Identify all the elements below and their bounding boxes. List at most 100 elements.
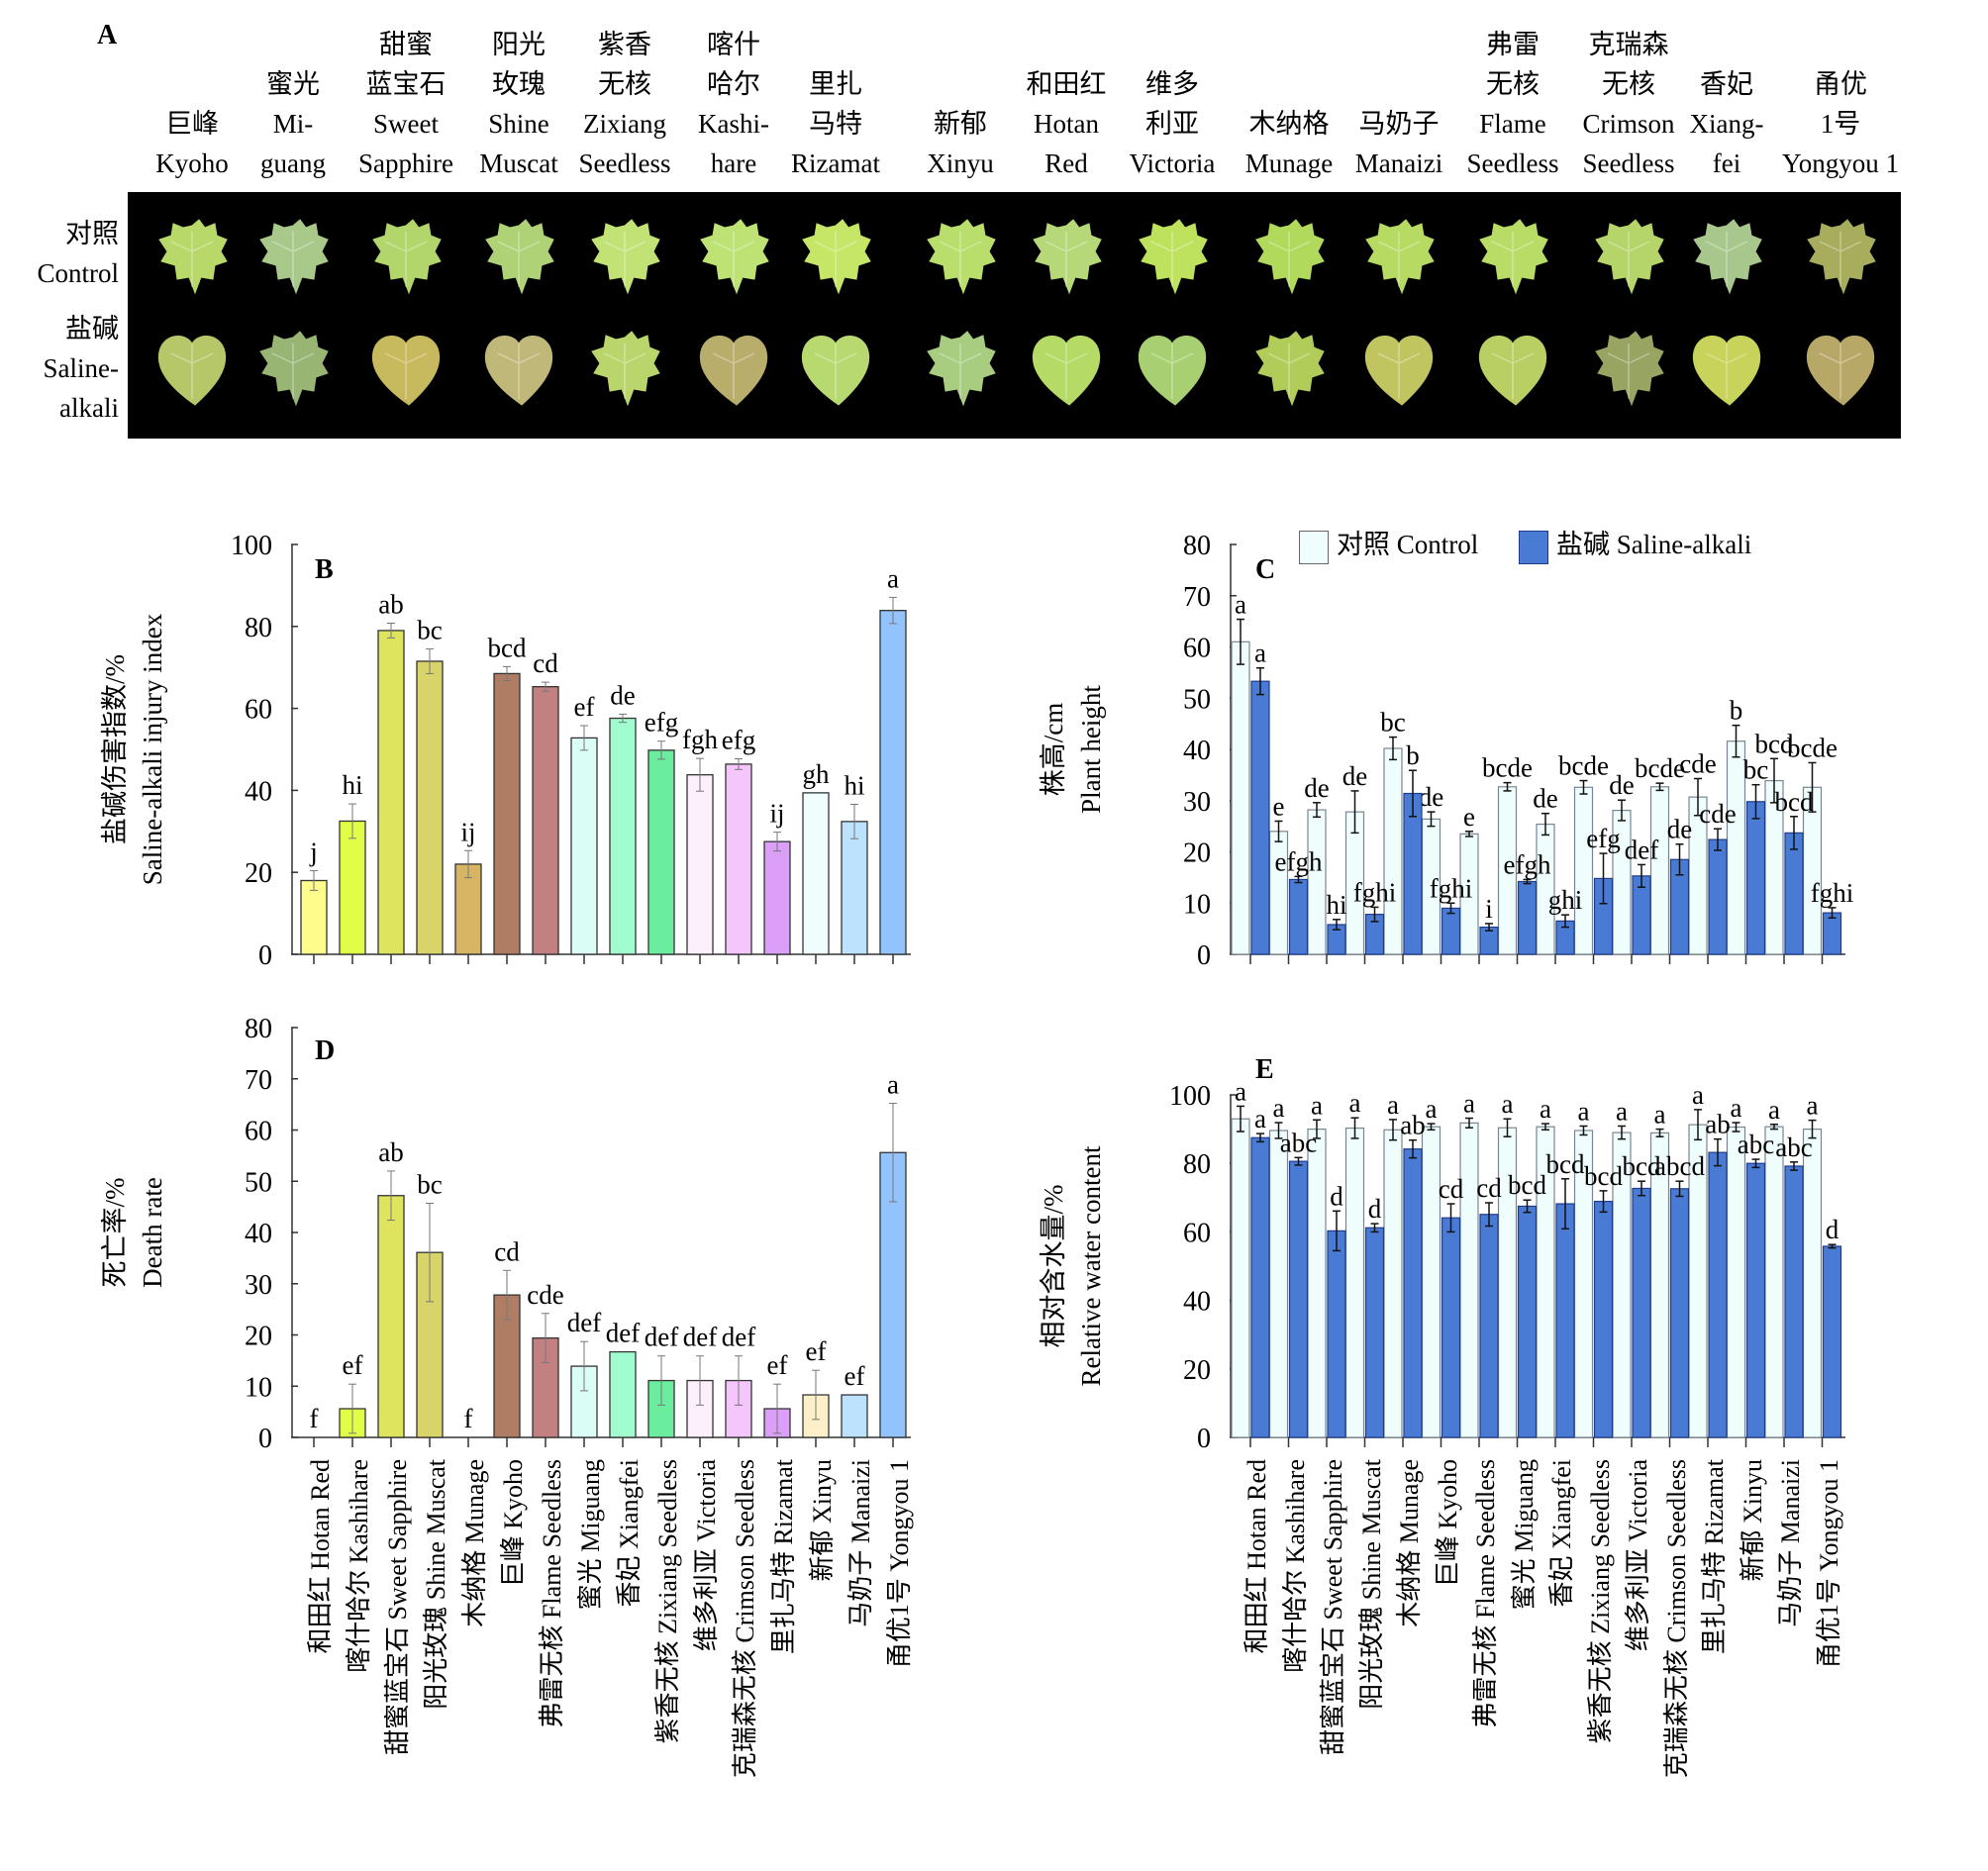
significance-letter: b bbox=[1406, 740, 1420, 770]
column-header-line: fei bbox=[1712, 148, 1741, 178]
significance-letter: f bbox=[464, 1404, 473, 1433]
bar-saline-alkali bbox=[1784, 1165, 1804, 1438]
x-category-label: 喀什哈尔 Kashihare bbox=[1280, 1459, 1310, 1673]
column-header-line: Victoria bbox=[1129, 148, 1216, 178]
significance-letter: fghi bbox=[1353, 877, 1397, 907]
y-axis-label-b: 盐碱伤害指数/% Saline-alkali injury index bbox=[96, 551, 171, 947]
leaf-photo-strip bbox=[128, 192, 1901, 439]
column-header-line: Manaizi bbox=[1354, 148, 1443, 178]
y-tick-label: 40 bbox=[245, 776, 272, 807]
significance-letter: de bbox=[1533, 784, 1558, 814]
leaf-saline-alkali bbox=[1252, 330, 1326, 407]
legend-swatch-saline bbox=[1519, 530, 1549, 564]
column-header-line: Xinyu bbox=[927, 148, 994, 178]
significance-letter: ghi bbox=[1548, 885, 1583, 915]
significance-letter: ij bbox=[769, 799, 784, 829]
y-axis-label-c: 株高/cm Plant height bbox=[1035, 551, 1110, 947]
x-category-label: 新郁 Xinyu bbox=[808, 1459, 837, 1582]
bar-control bbox=[1383, 747, 1403, 955]
x-category-label: 甬优1号 Yongyou 1 bbox=[1814, 1459, 1843, 1669]
y-tick-label: 50 bbox=[245, 1167, 272, 1198]
y-tick-label: 60 bbox=[1183, 634, 1211, 664]
column-header-line: Sweet bbox=[373, 109, 439, 139]
column-header-line: 玫瑰 bbox=[492, 69, 546, 99]
y-tick-label: 60 bbox=[245, 695, 272, 726]
panel-a-letter: A bbox=[97, 20, 118, 50]
y-tick-label: 70 bbox=[245, 1065, 272, 1096]
legend-item-saline: 盐碱 Saline-alkali bbox=[1519, 530, 1751, 564]
significance-letter: efgh bbox=[1275, 846, 1323, 876]
bar-control bbox=[1268, 1130, 1289, 1438]
leaf-control bbox=[1592, 218, 1665, 295]
row-label-control-en: Control bbox=[37, 258, 119, 288]
y-axis-label-en: Relative water content bbox=[1076, 1145, 1106, 1387]
x-category-label: 里扎马特 Rizamat bbox=[769, 1459, 798, 1655]
significance-letter: a bbox=[1463, 1089, 1475, 1119]
column-header-line: 新郁 bbox=[934, 109, 987, 139]
column-header-line: Seedless bbox=[1466, 148, 1559, 178]
significance-letter: de bbox=[1667, 815, 1693, 844]
leaf-control bbox=[924, 218, 997, 295]
bar bbox=[879, 610, 907, 955]
bar-saline-alkali bbox=[1632, 1187, 1651, 1438]
x-category-label: 克瑞森无核 Crimson Seedless bbox=[1661, 1459, 1691, 1779]
significance-letter: f bbox=[310, 1404, 319, 1433]
y-tick-label: 10 bbox=[1183, 889, 1211, 920]
significance-letter: fghi bbox=[1811, 878, 1854, 908]
y-tick-label: 0 bbox=[1197, 940, 1211, 971]
column-header-line: Xiang- bbox=[1689, 109, 1764, 139]
bar bbox=[339, 820, 366, 955]
significance-letter: de bbox=[1342, 761, 1368, 791]
significance-letter: a bbox=[1578, 1096, 1590, 1126]
bar bbox=[763, 840, 791, 955]
x-category-label: 木纳格 Munage bbox=[460, 1459, 489, 1627]
y-tick-label: 80 bbox=[245, 613, 272, 643]
significance-letter: ab bbox=[378, 1137, 403, 1167]
column-header-line: hare bbox=[710, 148, 757, 178]
bar bbox=[300, 879, 328, 955]
bar-saline-alkali bbox=[1250, 1136, 1270, 1438]
leaf-control bbox=[1252, 218, 1326, 295]
significance-letter: ef bbox=[806, 1336, 827, 1366]
column-header-line: 蓝宝石 bbox=[365, 69, 447, 99]
column-header: 阳光 玫瑰 Shine Muscat bbox=[459, 25, 578, 183]
significance-letter: hi bbox=[844, 770, 864, 800]
bar-saline-alkali bbox=[1593, 1201, 1614, 1438]
significance-letter: ab bbox=[1705, 1110, 1730, 1139]
leaf-control bbox=[482, 218, 555, 295]
column-header-line: Hotan bbox=[1034, 109, 1099, 139]
significance-letter: ef bbox=[845, 1361, 865, 1391]
y-tick-label: 80 bbox=[245, 1014, 272, 1044]
significance-letter: a bbox=[887, 1070, 899, 1100]
significance-letter: bcd bbox=[1623, 1151, 1661, 1181]
bar-control bbox=[1764, 1126, 1784, 1438]
significance-letter: cde bbox=[1679, 748, 1716, 778]
row-label-saline-en2: alkali bbox=[59, 393, 119, 423]
column-header-line: 1号 bbox=[1820, 109, 1861, 139]
bar-control bbox=[1344, 1127, 1365, 1438]
significance-letter: a bbox=[1692, 1080, 1704, 1110]
legend-item-control: 对照 Control bbox=[1299, 530, 1478, 564]
significance-letter: bc bbox=[1380, 708, 1406, 738]
y-axis-label-en: Plant height bbox=[1076, 685, 1106, 814]
bar bbox=[725, 763, 752, 955]
column-header-line: 利亚 bbox=[1145, 109, 1199, 139]
significance-letter: bcde bbox=[1787, 733, 1838, 762]
bar bbox=[686, 774, 714, 955]
significance-letter: ab bbox=[1400, 1111, 1425, 1140]
column-header-line: Flame bbox=[1479, 109, 1546, 139]
bar bbox=[647, 749, 675, 955]
significance-letter: def bbox=[722, 1323, 755, 1352]
y-tick-label: 50 bbox=[1183, 684, 1211, 715]
y-tick-label: 0 bbox=[1197, 1424, 1211, 1454]
leaf-saline-alkali bbox=[588, 330, 661, 407]
significance-letter: a bbox=[1273, 1093, 1285, 1123]
row-label-control: 对照 Control bbox=[10, 214, 119, 293]
x-category-label: 和田红 Hotan Red bbox=[1242, 1459, 1271, 1654]
y-axis-label-d: 死亡率/% Death rate bbox=[96, 1034, 171, 1430]
column-header-line: 木纳格 bbox=[1248, 109, 1330, 139]
bar-control bbox=[1726, 1126, 1746, 1438]
significance-letter: abcd bbox=[1654, 1151, 1705, 1181]
y-tick-label: 80 bbox=[1183, 531, 1211, 561]
significance-letter: cd bbox=[494, 1236, 520, 1266]
